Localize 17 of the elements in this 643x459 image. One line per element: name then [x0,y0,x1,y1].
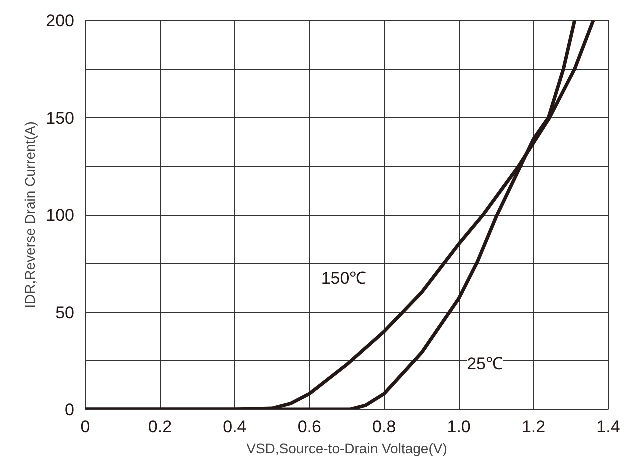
y-tick-label: 50 [56,303,75,322]
y-tick-label: 100 [46,206,75,225]
y-axis-title: IDR,Reverse Drain Current(A) [22,122,38,308]
y-tick-label: 200 [46,12,75,30]
x-tick-label: 0.8 [372,418,396,436]
x-tick-label: 1.2 [522,418,546,436]
x-tick-label: 0.2 [148,418,172,436]
x-tick-label: 1.4 [596,418,620,436]
text: 25℃ [467,354,503,374]
x-axis-title: VSD,Source-to-Drain Voltage(V) [246,440,448,456]
y-tick-label: 150 [46,108,75,128]
text: 150℃ [321,268,367,288]
y-tick-label: 0 [65,400,75,420]
x-tick-label: 0.4 [223,418,247,436]
x-tick-label: 1.0 [447,418,471,436]
x-tick-label: 0 [80,418,90,436]
x-tick-label: 0.6 [298,418,322,436]
